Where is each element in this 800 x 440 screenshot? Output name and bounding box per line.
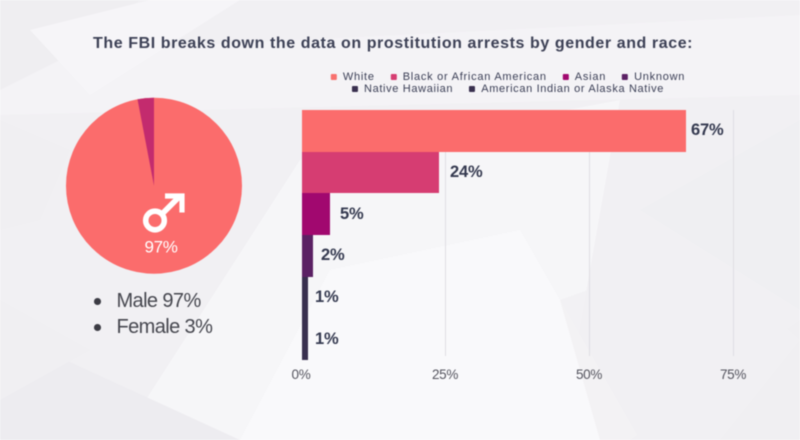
svg-text:97%: 97% (144, 238, 177, 257)
